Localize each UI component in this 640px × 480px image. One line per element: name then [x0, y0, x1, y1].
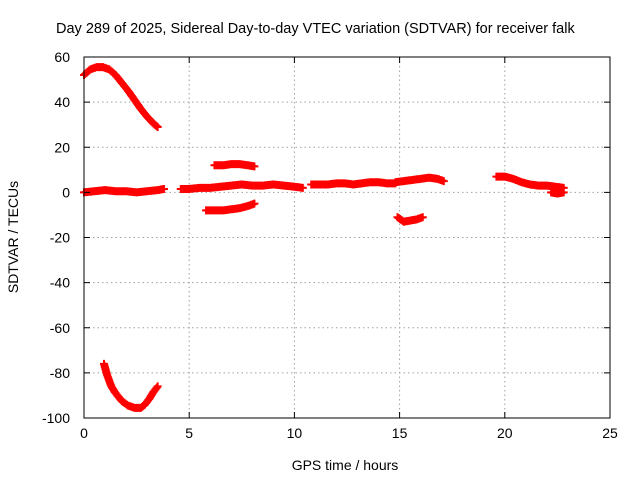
series-band-zero-2 [176, 180, 307, 193]
x-tick-label: 15 [392, 425, 408, 441]
series-arc-upper-left [80, 63, 162, 131]
y-axis-label: SDTVAR / TECUs [5, 181, 21, 293]
data-point [159, 184, 168, 193]
series-band-zero-1 [80, 184, 168, 197]
y-tick-label: 0 [62, 184, 70, 200]
data-point [298, 183, 307, 192]
series-arc-12 [210, 160, 259, 171]
series-arc-minus-7 [202, 199, 259, 215]
y-tick-label: -60 [50, 320, 70, 336]
data-point [250, 199, 259, 208]
plot-frame [83, 56, 611, 419]
data-point [250, 162, 259, 171]
y-tick-label: 20 [54, 139, 70, 155]
series-band-zero-4 [391, 173, 448, 187]
x-tick-label: 10 [287, 425, 303, 441]
x-tick-labels: 0 5 10 15 20 25 [80, 425, 618, 441]
data-point [153, 382, 162, 391]
y-tick-label: -100 [42, 410, 70, 426]
chart-title: Day 289 of 2025, Sidereal Day-to-day VTE… [56, 21, 575, 37]
data-point [439, 177, 448, 186]
y-tick-label: -80 [50, 365, 70, 381]
y-tick-label: 40 [54, 94, 70, 110]
data-point [152, 383, 161, 392]
x-tick-label: 20 [497, 425, 513, 441]
grid [84, 57, 610, 418]
data-point [418, 213, 427, 222]
y-tick-label: -40 [50, 275, 70, 291]
x-tick-label: 0 [80, 425, 88, 441]
series-band-right [492, 172, 568, 192]
series-band-right-low [547, 188, 568, 198]
y-tick-label: -20 [50, 230, 70, 246]
y-tick-labels: -100 -80 -60 -40 -20 0 20 40 60 [42, 49, 70, 426]
y-tick-label: 60 [54, 49, 70, 65]
x-axis-label: GPS time / hours [292, 457, 399, 473]
series-arc-lower-left [99, 359, 162, 412]
data-points [80, 63, 568, 412]
axis-ticks [83, 56, 611, 419]
data-point [153, 122, 162, 131]
x-tick-label: 5 [185, 425, 193, 441]
data-point [559, 188, 568, 197]
series-band-zero-3 [307, 178, 400, 189]
series-arc-minus-12 [393, 213, 427, 226]
x-tick-label: 25 [602, 425, 618, 441]
